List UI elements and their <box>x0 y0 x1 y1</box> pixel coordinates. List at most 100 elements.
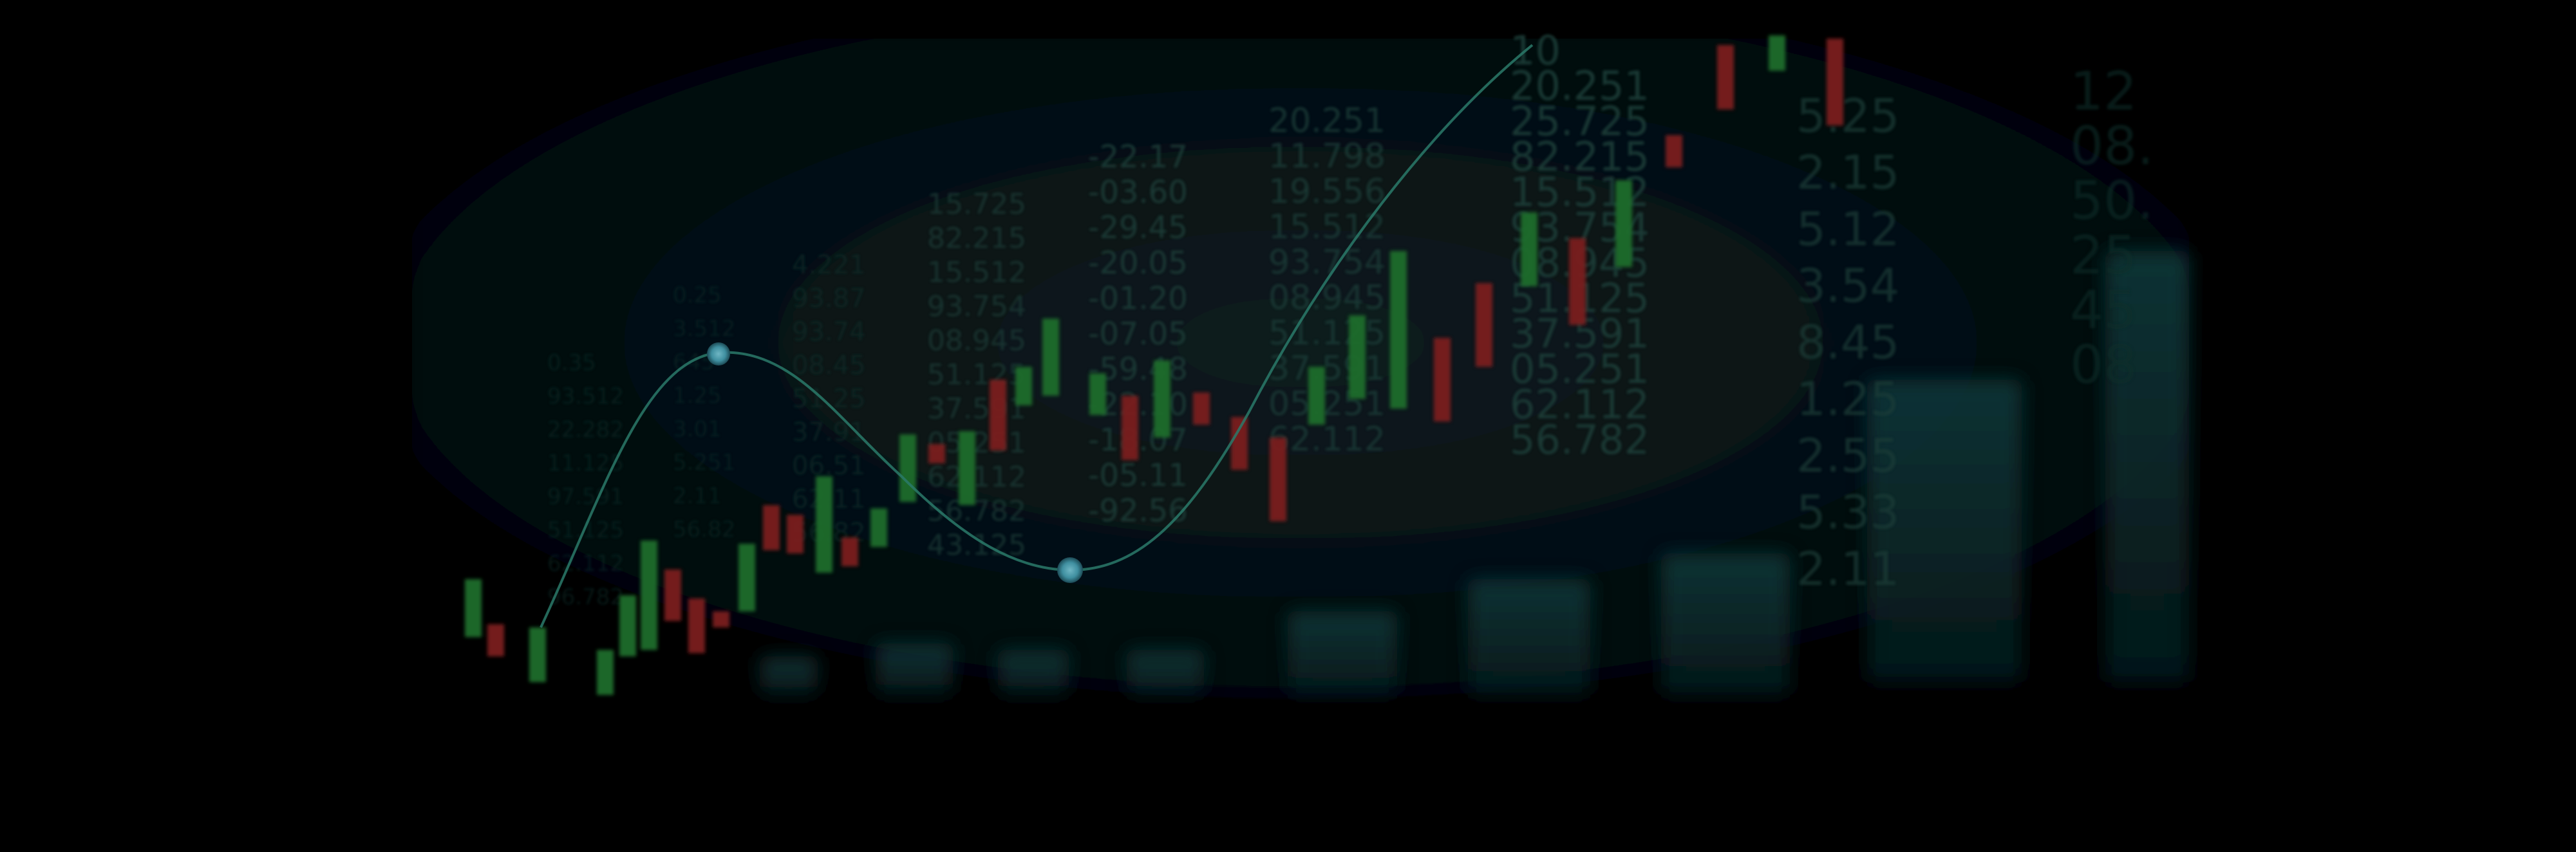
ticker-value: 15.725 <box>927 188 1026 221</box>
ticker-value: 25 <box>2070 225 2137 286</box>
candle-bull <box>465 579 482 637</box>
candle-bull <box>1308 367 1325 425</box>
ticker-value: 05.251 <box>1510 346 1650 393</box>
ticker-value: 50. <box>2070 171 2154 232</box>
candle-bull <box>641 541 657 650</box>
ticker-value: 3.01 <box>673 416 722 442</box>
ticker-value: 22.282 <box>547 417 624 443</box>
volume-bar <box>876 644 953 695</box>
candle-bear <box>1122 396 1138 460</box>
ticker-value: 93.754 <box>927 290 1026 323</box>
curve-point-high <box>707 342 730 366</box>
ticker-value: 37.591 <box>927 393 1026 425</box>
candle-bear <box>1434 338 1451 421</box>
ticker-value: -20.05 <box>1088 245 1188 281</box>
ticker-value: 51.125 <box>1268 314 1386 353</box>
ticker-value: 08.45 <box>792 351 866 380</box>
ticker-value: 0.25 <box>673 282 722 308</box>
ticker-value: 82.215 <box>927 222 1026 255</box>
candle-bear <box>1717 45 1734 109</box>
ticker-value: 1.25 <box>1796 372 1899 426</box>
ticker-value: 62.112 <box>547 551 624 577</box>
ticker-value: 15.512 <box>927 256 1026 289</box>
ticker-value: 11.125 <box>547 450 624 476</box>
volume-bar <box>760 656 818 695</box>
ticker-value: -29.45 <box>1088 210 1188 246</box>
candle-bear <box>487 624 504 656</box>
ticker-value: 93.754 <box>1268 243 1386 282</box>
candle-bear <box>841 537 858 566</box>
candle-bull <box>1015 367 1032 405</box>
ticker-value: 20.251 <box>1268 102 1386 140</box>
ticker-value: 5.251 <box>673 450 735 476</box>
candle-bull <box>597 650 614 695</box>
ticker-value: 56.782 <box>927 495 1026 528</box>
ticker-value: 10 <box>1510 27 1561 74</box>
candle-bear <box>990 380 1006 450</box>
ticker-value: 93.74 <box>792 317 866 347</box>
ticker-value: -92.56 <box>1088 493 1188 529</box>
candle-bull <box>1615 180 1632 267</box>
ticker-value: 08 <box>2070 335 2137 396</box>
candle-bull <box>899 434 916 502</box>
volume-bars <box>760 251 2189 695</box>
ticker-value: 51.25 <box>792 384 866 414</box>
candle-bull <box>738 544 755 611</box>
ticker-value: 19.556 <box>1268 172 1386 211</box>
ticker-value: 06.51 <box>792 451 866 481</box>
ticker-value: 62.112 <box>1510 381 1650 428</box>
ticker-value: 5.25 <box>1796 89 1899 143</box>
ticker-value: -01.20 <box>1088 281 1188 317</box>
ticker-value: 97.591 <box>547 484 624 510</box>
candle-bear <box>787 515 804 553</box>
ticker-value: -03.60 <box>1088 174 1188 210</box>
volume-bar <box>1661 553 1790 695</box>
candle-bull <box>1154 360 1170 438</box>
candle-bear <box>763 505 780 550</box>
candle-bear <box>1193 393 1210 425</box>
ticker-value: 1.25 <box>673 383 722 409</box>
ticker-value: 08.945 <box>927 324 1026 357</box>
candle-bear <box>713 611 729 627</box>
candle-bear <box>1666 135 1682 167</box>
candle-bear <box>1476 283 1492 367</box>
ticker-value: 2.55 <box>1796 429 1899 483</box>
candle-bull <box>1089 373 1106 415</box>
candle-bear <box>1231 417 1248 470</box>
candle-bear <box>1827 39 1843 125</box>
candle-bear <box>1569 238 1586 325</box>
ticker-value: 2.11 <box>1796 542 1899 596</box>
ticker-value: 56.82 <box>673 517 735 542</box>
trend-curve <box>540 44 1534 628</box>
ticker-value: 93.87 <box>792 284 866 313</box>
ticker-value: 12 <box>2070 61 2137 122</box>
candle-bull <box>870 508 887 547</box>
ticker-value: 37.91 <box>792 418 866 447</box>
ticker-value: 51.125 <box>927 358 1026 391</box>
candle-bull <box>529 627 546 682</box>
ticker-value: 3.54 <box>1796 259 1899 313</box>
candle-bull <box>1390 251 1407 409</box>
candle-bear <box>1270 438 1286 521</box>
ticker-value: -05.11 <box>1088 458 1188 494</box>
candle-bull <box>619 595 636 656</box>
ticker-value: 5.12 <box>1796 202 1899 256</box>
ticker-value: 11.798 <box>1268 137 1386 176</box>
candle-bull <box>959 431 975 505</box>
candle-bull <box>816 476 832 573</box>
volume-bar <box>1867 380 2022 682</box>
ticker-value: -22.17 <box>1088 139 1188 175</box>
ticker-value: -07.05 <box>1088 316 1188 352</box>
ticker-value: 4.221 <box>792 250 866 280</box>
ticker-value: 62.112 <box>1268 420 1386 459</box>
ticker-value: 5.33 <box>1796 485 1899 539</box>
ticker-value: 82.215 <box>1510 133 1650 180</box>
ticker-value: 3.512 <box>673 316 735 342</box>
curve-point-low <box>1057 557 1083 583</box>
candle-bear <box>688 598 705 653</box>
ticker-value: 8.45 <box>1796 315 1899 369</box>
ticker-value: 93.512 <box>547 384 624 409</box>
candle-bull <box>1521 212 1537 286</box>
ticker-value: 96.782 <box>547 584 624 610</box>
volume-bar <box>2105 251 2189 682</box>
